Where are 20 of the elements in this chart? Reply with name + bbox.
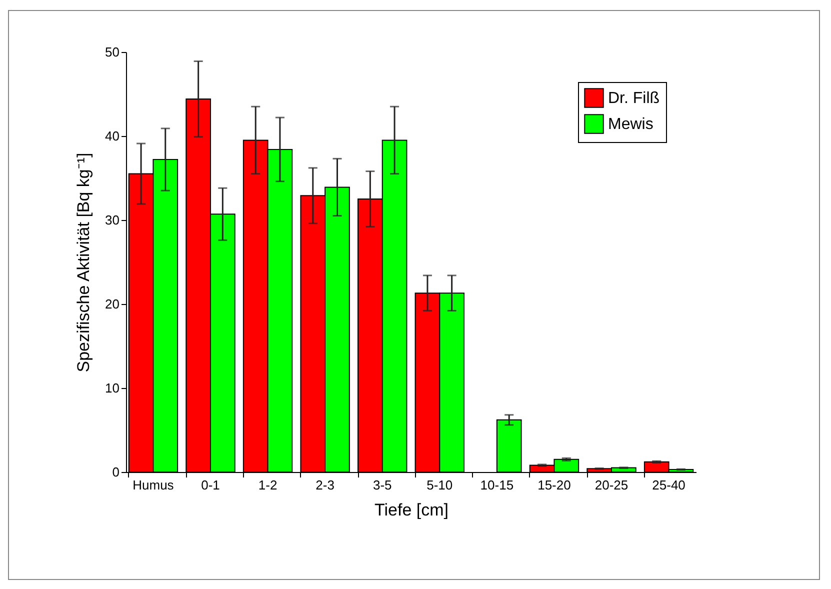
x-tick-label: 2-3	[316, 478, 334, 492]
y-tick-label: 50	[105, 44, 120, 60]
x-tick-label: 15-20	[538, 478, 571, 492]
x-tick-label: 5-10	[426, 478, 453, 492]
x-axis-title: Tiefe [cm]	[374, 500, 448, 520]
x-tick-label: 10-15	[480, 478, 514, 492]
x-tick-label: 1-2	[258, 478, 278, 492]
x-tick-label: 0-1	[201, 478, 220, 492]
y-tick-label: 40	[105, 128, 120, 144]
x-tick-label: Humus	[132, 478, 174, 492]
legend-label: Mewis	[608, 116, 654, 133]
y-tick-label: 0	[112, 464, 120, 480]
y-tick-label: 20	[105, 296, 120, 312]
x-tick-label: 25-40	[652, 478, 686, 492]
legend-label: Dr. Filß	[608, 90, 660, 107]
x-tick-label: 20-25	[594, 478, 628, 492]
y-axis-title: Spezifische Aktivität [Bq kg⁻¹]	[74, 152, 94, 372]
x-tick-label: 3-5	[372, 478, 392, 492]
y-tick-label: 30	[105, 212, 120, 228]
y-tick-label: 10	[105, 380, 120, 396]
